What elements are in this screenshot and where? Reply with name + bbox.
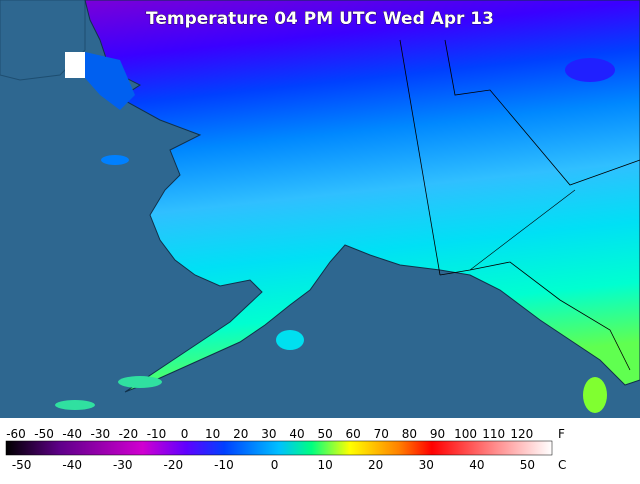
island [101,155,129,165]
fahrenheit-tick: 120 [510,427,533,441]
fahrenheit-tick: 20 [233,427,248,441]
island [118,376,162,388]
island [583,377,607,413]
border [444,39,640,186]
fahrenheit-tick: 100 [454,427,477,441]
map-title: Temperature 04 PM UTC Wed Apr 13 [146,9,494,29]
fahrenheit-tick: -60 [6,427,26,441]
no-data [65,52,85,78]
fahrenheit-tick: 50 [317,427,332,441]
celsius-tick: 40 [469,458,484,472]
border [439,261,631,371]
fahrenheit-tick: -50 [34,427,54,441]
unit-label: C [558,458,566,472]
fahrenheit-tick: 40 [289,427,304,441]
fahrenheit-tick: -20 [119,427,139,441]
celsius-tick: -30 [113,458,133,472]
fahrenheit-tick: -30 [90,427,110,441]
island [565,58,615,82]
fahrenheit-tick: -10 [147,427,167,441]
fahrenheit-tick: 90 [430,427,445,441]
fahrenheit-tick: -40 [62,427,82,441]
celsius-tick: -20 [164,458,184,472]
fahrenheit-tick: 80 [402,427,417,441]
fahrenheit-tick: 70 [374,427,389,441]
celsius-tick: 0 [271,458,279,472]
celsius-tick: 10 [317,458,332,472]
fahrenheit-tick: 0 [181,427,189,441]
celsius-tick: -40 [62,458,82,472]
fahrenheit-tick: 110 [482,427,505,441]
color-scale [5,440,553,456]
fahrenheit-tick: 60 [346,427,361,441]
fahrenheit-tick: 30 [261,427,276,441]
celsius-tick: 20 [368,458,383,472]
celsius-tick: 30 [419,458,434,472]
fahrenheit-tick: 10 [205,427,220,441]
border [399,39,441,276]
russia-land [0,0,86,81]
island [276,330,304,350]
border [469,189,576,271]
island [55,400,95,410]
seward-peninsula [85,52,135,110]
alaska-land [84,0,640,393]
celsius-tick: 50 [520,458,535,472]
celsius-tick: -50 [12,458,32,472]
unit-label: F [558,427,565,441]
celsius-tick: -10 [214,458,234,472]
